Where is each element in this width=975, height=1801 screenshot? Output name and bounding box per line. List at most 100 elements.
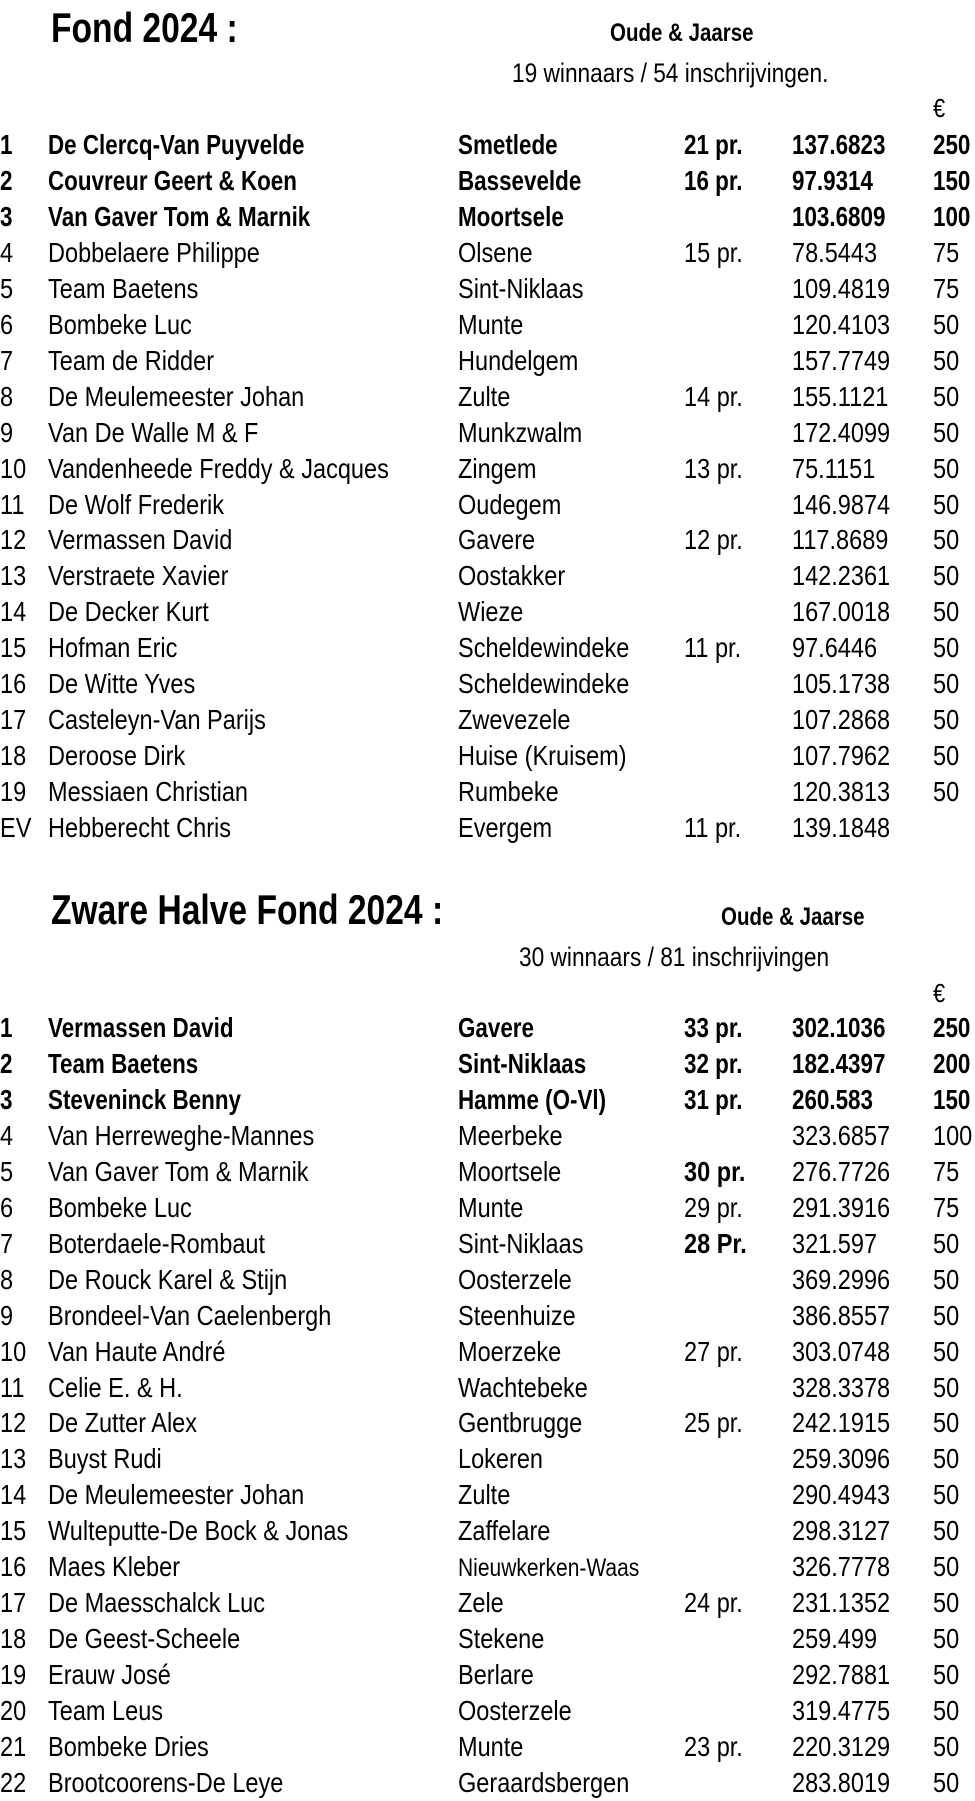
cell-city: Berlare	[458, 1659, 534, 1691]
section-summary: 19 winnaars / 54 inschrijvingen.	[512, 58, 829, 88]
cell-pr: 32 pr.	[684, 1047, 743, 1079]
cell-prize: 50	[933, 560, 960, 592]
cell-name: Team Baetens	[48, 272, 199, 304]
section-title: Zware Halve Fond 2024 :	[51, 886, 444, 933]
cell-city: Evergem	[458, 812, 553, 844]
cell-prize: 150	[933, 164, 971, 196]
cell-prize: 200	[933, 1047, 971, 1079]
cell-speed: 242.1915	[792, 1407, 891, 1439]
cell-city: Oosterzele	[458, 1695, 572, 1727]
cell-pr: 27 pr.	[684, 1335, 743, 1367]
cell-name: Vermassen David	[48, 1012, 234, 1043]
cell-speed: 78.5443	[792, 236, 878, 268]
cell-name: Boterdaele-Rombaut	[48, 1227, 266, 1259]
table-row: 22 Brootcoorens-De Leye Geraardsbergen 283.…	[0, 1765, 975, 1801]
cell-name: Van Gaver Tom & Marnik	[48, 1155, 309, 1187]
cell-name: Verstraete Xavier	[48, 560, 229, 592]
cell-prize: 50	[933, 704, 960, 736]
cell-rank: 5	[0, 272, 14, 304]
cell-prize: 50	[933, 1731, 960, 1762]
cell-rank: 4	[0, 236, 14, 268]
cell-city: Munte	[458, 308, 524, 340]
cell-speed: 139.1848	[792, 812, 891, 844]
cell-rank: 1	[0, 129, 13, 160]
table-row: 16 De Witte Yves Scheldewindeke 105.1738 50	[0, 666, 975, 702]
cell-speed: 369.2996	[792, 1263, 891, 1295]
cell-prize: 50	[933, 1623, 960, 1655]
cell-city: Oudegem	[458, 488, 562, 520]
cell-city: Wieze	[458, 596, 524, 628]
cell-pr: 28 Pr.	[684, 1227, 747, 1259]
cell-prize: 50	[933, 1551, 960, 1583]
cell-name: Van De Walle M & F	[48, 416, 259, 448]
section-category: Oude & Jaarse	[610, 19, 754, 47]
table-row: 2 Team Baetens Sint-Niklaas 32 pr. 182.4397 2…	[0, 1046, 975, 1082]
cell-speed: 107.7962	[792, 740, 891, 772]
table-row: 1 De Clercq-Van Puyvelde Smetlede 21 pr. 137…	[0, 127, 975, 163]
cell-speed: 120.3813	[792, 776, 891, 808]
cell-prize: 50	[933, 416, 960, 448]
cell-rank: 3	[0, 1083, 13, 1115]
cell-pr: 30 pr.	[684, 1155, 746, 1187]
cell-rank: 19	[0, 1659, 27, 1691]
cell-pr: 29 pr.	[684, 1191, 743, 1223]
cell-name: Brondeel-Van Caelenbergh	[48, 1299, 332, 1331]
cell-city: Wachtebeke	[458, 1371, 588, 1403]
cell-prize: 50	[933, 1515, 960, 1547]
table-row: 7 Team de Ridder Hundelgem 157.7749 50	[0, 343, 975, 379]
cell-pr: 15 pr.	[684, 236, 743, 268]
cell-prize: 250	[933, 129, 971, 160]
section-title: Fond 2024 :	[51, 4, 238, 51]
cell-prize: 100	[933, 200, 971, 232]
table-row: 15 Wulteputte-De Bock & Jonas Zaffelare 298…	[0, 1513, 975, 1549]
cell-city: Olsene	[458, 236, 533, 268]
cell-speed: 303.0748	[792, 1335, 891, 1367]
cell-speed: 97.6446	[792, 632, 878, 664]
cell-prize: 50	[933, 1695, 960, 1727]
cell-city: Geraardsbergen	[458, 1766, 630, 1798]
cell-city: Zulte	[458, 380, 511, 412]
cell-city: Scheldewindeke	[458, 668, 630, 700]
cell-city: Gavere	[458, 524, 536, 556]
cell-city: Munte	[458, 1731, 524, 1762]
table-row: 1 Vermassen David Gavere 33 pr. 302.1036 250	[0, 1010, 975, 1046]
cell-rank: 13	[0, 560, 27, 592]
cell-pr: 24 pr.	[684, 1587, 743, 1619]
cell-speed: 137.6823	[792, 129, 886, 160]
table-row: 15 Hofman Eric Scheldewindeke 11 pr. 97.6446…	[0, 630, 975, 666]
cell-city: Moortsele	[458, 1155, 562, 1187]
table-row: 20 Team Leus Oosterzele 319.4775 50	[0, 1693, 975, 1729]
table-row: 3 Van Gaver Tom & Marnik Moortsele 103.6809…	[0, 199, 975, 235]
cell-prize: 75	[933, 1155, 960, 1187]
cell-prize: 50	[933, 1227, 960, 1259]
cell-name: Bombeke Dries	[48, 1731, 209, 1762]
table-row: 17 Casteleyn-Van Parijs Zwevezele 107.2868 5…	[0, 702, 975, 738]
cell-name: Van Haute André	[48, 1335, 226, 1367]
cell-city: Zingem	[458, 452, 537, 484]
cell-speed: 323.6857	[792, 1119, 891, 1151]
cell-name: De Maesschalck Luc	[48, 1587, 266, 1619]
table-row: 14 De Decker Kurt Wieze 167.0018 50	[0, 594, 975, 630]
cell-speed: 276.7726	[792, 1155, 891, 1187]
table-row: 18 De Geest-Scheele Stekene 259.499 50	[0, 1621, 975, 1657]
table-row: 2 Couvreur Geert & Koen Bassevelde 16 pr. 97…	[0, 163, 975, 199]
cell-prize: 50	[933, 452, 960, 484]
cell-rank: 1	[0, 1012, 13, 1043]
cell-speed: 321.597	[792, 1227, 878, 1259]
cell-city: Gavere	[458, 1012, 534, 1043]
cell-pr: 13 pr.	[684, 452, 743, 484]
section-category: Oude & Jaarse	[721, 903, 865, 931]
cell-pr: 11 pr.	[684, 632, 742, 664]
cell-rank: 9	[0, 1299, 14, 1331]
cell-city: Gentbrugge	[458, 1407, 583, 1439]
cell-city: Oostakker	[458, 560, 566, 592]
cell-city: Rumbeke	[458, 776, 559, 808]
cell-speed: 142.2361	[792, 560, 891, 592]
cell-name: Team Baetens	[48, 1047, 199, 1079]
cell-city: Zele	[458, 1587, 504, 1619]
table-row: 8 De Rouck Karel & Stijn Oosterzele 369.299…	[0, 1262, 975, 1298]
cell-rank: 11	[0, 488, 25, 520]
cell-speed: 231.1352	[792, 1587, 891, 1619]
cell-speed: 155.1121	[792, 380, 889, 412]
table-row: 6 Bombeke Luc Munte 120.4103 50	[0, 307, 975, 343]
